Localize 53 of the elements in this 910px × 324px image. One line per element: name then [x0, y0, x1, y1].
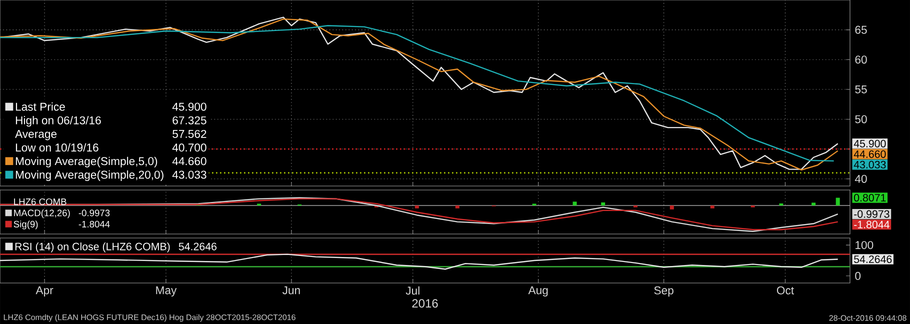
annotation: Average: [15, 130, 57, 140]
bar: [779, 203, 784, 206]
text: 54.2646: [854, 255, 892, 264]
y-tick-label: 100: [856, 241, 874, 250]
annotation: 44.660: [172, 157, 206, 166]
annotation: High on 06/13/16: [16, 116, 101, 127]
annotation: -1.8044: [78, 220, 110, 228]
text: 45.900: [854, 140, 886, 148]
annotation: 67.325: [172, 116, 206, 124]
x-tick-label: May: [156, 286, 177, 297]
legend-label: Moving Average(Simple,20,0): [16, 170, 164, 181]
legend-label: Moving Average(Simple,5,0): [16, 156, 158, 168]
legend-label: MACD(12,26): [14, 209, 70, 218]
bar: [455, 206, 460, 208]
y-tick-label: 40: [854, 174, 867, 183]
legend-label: Last Price: [16, 102, 65, 111]
bar: [710, 206, 714, 208]
annotation: 45.900: [172, 102, 206, 111]
bar: [812, 202, 816, 206]
y-tick-label: 50: [855, 115, 867, 124]
annotation: 40.700: [172, 144, 206, 152]
text: 28-Oct-2016 09:44:08: [829, 315, 906, 321]
x-tick-label: Apr: [36, 286, 54, 297]
legend-label: Sig(9): [14, 220, 38, 230]
y-tick-label: 60: [855, 56, 867, 64]
annotation: 57.562: [172, 130, 206, 138]
text: -1.8044: [854, 220, 890, 228]
line-series: [0, 254, 838, 270]
bar: [601, 202, 606, 206]
bar: [414, 206, 419, 208]
annotation: 43.033: [172, 170, 206, 179]
x-tick-label: Oct: [776, 286, 794, 294]
annotation: 54.2646: [178, 242, 216, 250]
series-label: RSI (14) on Close (LHZ6 COMB): [15, 242, 170, 252]
y-tick-label: 65: [855, 26, 867, 34]
x-axis-title: 2016: [412, 299, 438, 308]
chart-title: LHZ6 COMB: [14, 198, 66, 206]
bar: [836, 198, 840, 206]
x-tick-label: Jul: [406, 286, 420, 295]
x-tick-label: Sep: [654, 286, 674, 297]
x-tick-label: Jun: [282, 286, 300, 294]
text: -0.9973: [854, 210, 890, 218]
bar: [670, 206, 674, 210]
y-tick-label: 0: [855, 272, 861, 280]
bar: [572, 202, 577, 206]
text: 43.033: [854, 160, 886, 168]
y-tick-label: 55: [855, 85, 867, 94]
text: LHZ6 Comdty (LEAN HOGS FUTURE Dec16) Hog Daily 28OCT2015-28OCT2016: [4, 314, 296, 322]
text: 44.660: [854, 150, 886, 158]
annotation: -0.9973: [78, 210, 110, 216]
annotation: Low on 10/19/16: [16, 143, 98, 152]
text: 0.8071: [854, 194, 886, 202]
x-tick-label: Aug: [528, 286, 548, 297]
